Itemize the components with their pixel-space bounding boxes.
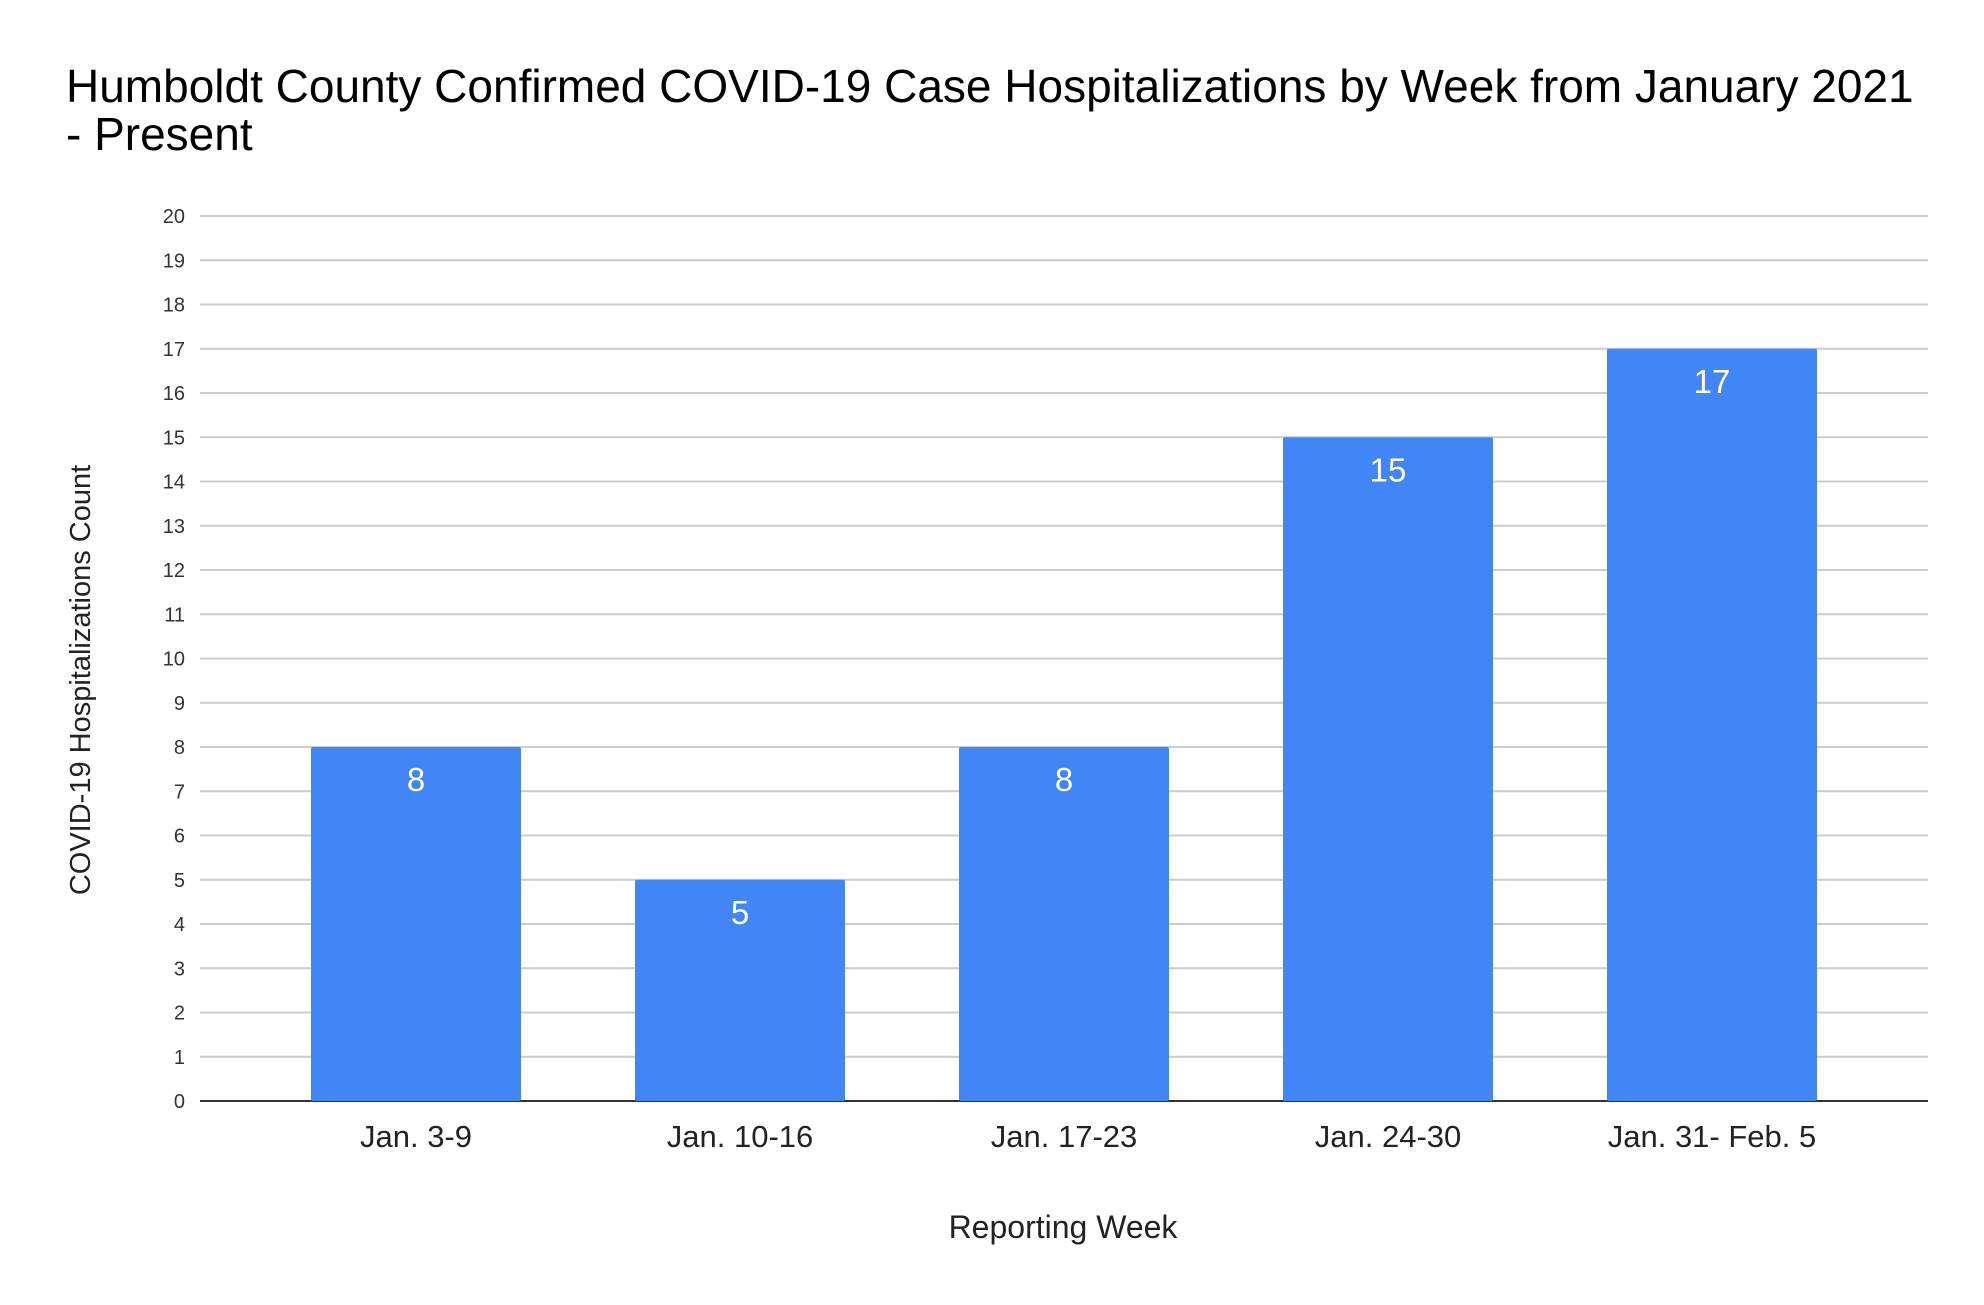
x-axis-label: Reporting Week xyxy=(949,1209,1179,1245)
y-tick-label: 9 xyxy=(174,693,185,715)
data-label: 8 xyxy=(407,761,425,798)
y-tick-label: 16 xyxy=(163,383,185,405)
y-tick-label: 4 xyxy=(174,914,185,936)
bars xyxy=(311,348,1817,1101)
chart-title: Humboldt County Confirmed COVID-19 Case … xyxy=(66,60,1914,160)
bar xyxy=(1283,437,1493,1101)
y-tick-label: 1 xyxy=(174,1047,185,1069)
data-label: 17 xyxy=(1694,363,1731,400)
y-tick-label: 20 xyxy=(163,206,185,228)
y-axis-label: COVID-19 Hospitalizations Count xyxy=(65,465,97,895)
data-labels: 8 5 8 15 17 xyxy=(407,363,1731,931)
y-tick-label: 11 xyxy=(164,604,185,626)
y-tick-label: 13 xyxy=(163,516,185,538)
data-label: 15 xyxy=(1370,451,1407,488)
y-tick-label: 6 xyxy=(174,826,185,848)
y-tick-label: 2 xyxy=(174,1003,185,1025)
x-tick-label: Jan. 24-30 xyxy=(1315,1119,1462,1154)
y-tick-label: 10 xyxy=(163,649,185,671)
bar xyxy=(635,879,845,1101)
y-tick-label: 15 xyxy=(163,427,185,449)
data-label: 8 xyxy=(1055,761,1073,798)
data-label: 5 xyxy=(731,894,749,931)
y-tick-label: 7 xyxy=(174,781,185,803)
y-tick-label: 12 xyxy=(163,560,185,582)
y-tick-label: 17 xyxy=(163,339,185,361)
x-tick-label: Jan. 3-9 xyxy=(360,1119,472,1154)
bar xyxy=(1607,348,1817,1101)
y-tick-label: 0 xyxy=(174,1091,185,1113)
y-tick-label: 14 xyxy=(163,472,185,494)
x-tick-labels: Jan. 3-9 Jan. 10-16 Jan. 17-23 Jan. 24-30 Ja… xyxy=(360,1119,1816,1154)
y-tick-label: 19 xyxy=(163,250,185,272)
y-tick-label: 5 xyxy=(174,870,185,892)
x-tick-label: Jan. 10-16 xyxy=(667,1119,814,1154)
y-tick-label: 18 xyxy=(163,295,185,317)
y-tick-label: 8 xyxy=(174,737,185,759)
x-tick-label: Jan. 17-23 xyxy=(991,1119,1138,1154)
y-tick-label: 3 xyxy=(174,958,185,980)
bar xyxy=(311,747,521,1101)
bar xyxy=(959,747,1169,1101)
x-tick-label: Jan. 31- Feb. 5 xyxy=(1608,1119,1817,1154)
